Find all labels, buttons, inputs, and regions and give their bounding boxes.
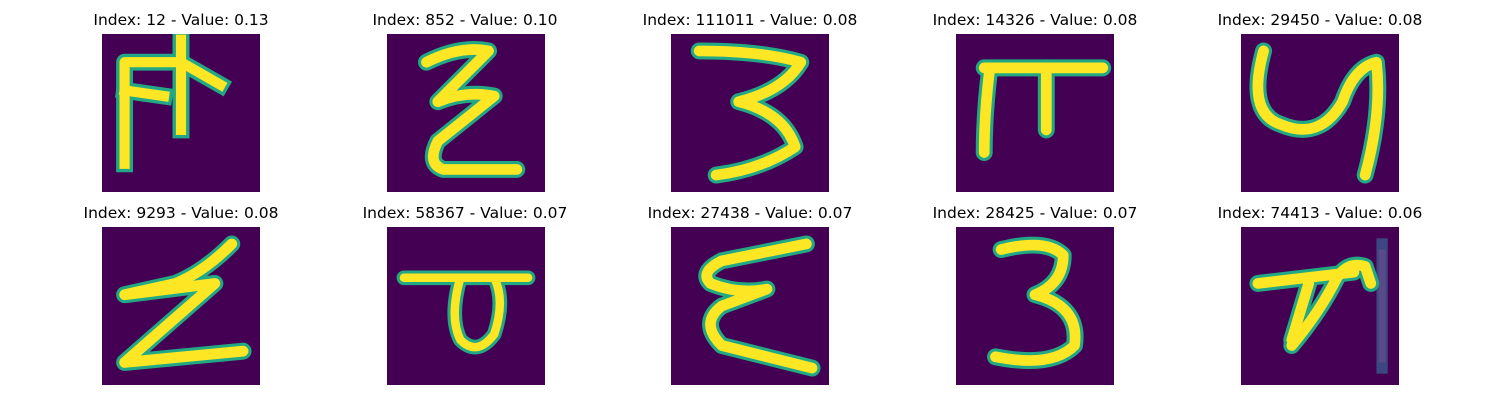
glyph-111011 bbox=[690, 42, 810, 184]
panel-title: Index: 74413 - Value: 0.06 bbox=[1217, 204, 1423, 222]
glyph-9293 bbox=[116, 235, 252, 371]
digit-image bbox=[387, 34, 545, 192]
glyph-12 bbox=[114, 34, 233, 173]
digit-image bbox=[671, 34, 829, 192]
glyph-852 bbox=[418, 41, 526, 178]
digit-image bbox=[1241, 34, 1399, 192]
panel-title: Index: 111011 - Value: 0.08 bbox=[642, 11, 858, 29]
glyph-27438 bbox=[698, 235, 821, 377]
digit-image bbox=[102, 227, 260, 385]
panel-title: Index: 28425 - Value: 0.07 bbox=[932, 204, 1138, 222]
digit-image bbox=[387, 227, 545, 385]
digit-image bbox=[1241, 227, 1399, 385]
panel-title: Index: 58367 - Value: 0.07 bbox=[362, 204, 568, 222]
digit-image bbox=[102, 34, 260, 192]
digit-image bbox=[956, 227, 1114, 385]
glyph-74413 bbox=[1249, 238, 1388, 374]
glyph-29450 bbox=[1249, 42, 1387, 184]
glyph-14326 bbox=[975, 59, 1112, 161]
panel-title: Index: 12 - Value: 0.13 bbox=[93, 11, 269, 29]
glyph-58367 bbox=[396, 270, 536, 355]
glyph-28425 bbox=[987, 236, 1084, 369]
digit-image bbox=[956, 34, 1114, 192]
panel-title: Index: 14326 - Value: 0.08 bbox=[932, 11, 1138, 29]
panel-title: Index: 27438 - Value: 0.07 bbox=[647, 204, 853, 222]
panel-title: Index: 852 - Value: 0.10 bbox=[372, 11, 558, 29]
digit-image bbox=[671, 227, 829, 385]
panel-title: Index: 9293 - Value: 0.08 bbox=[83, 204, 279, 222]
panel-title: Index: 29450 - Value: 0.08 bbox=[1217, 11, 1423, 29]
